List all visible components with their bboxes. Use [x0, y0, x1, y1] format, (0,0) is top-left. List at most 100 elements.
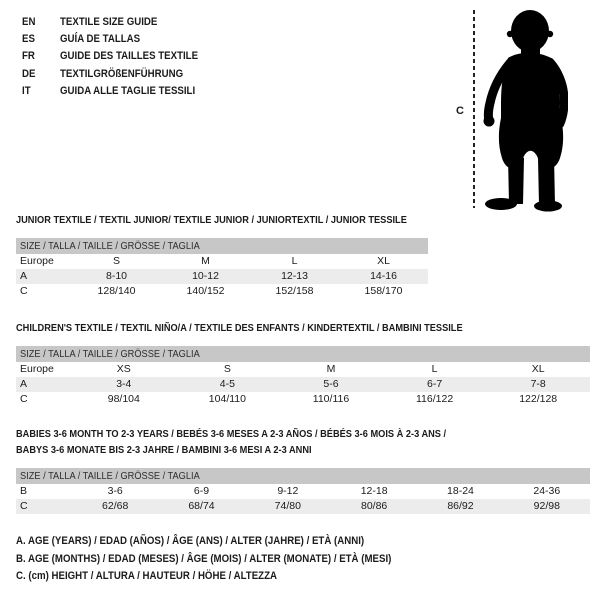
language-title: TEXTILGRÖßENFÜHRUNG	[60, 68, 200, 80]
table-row: C 128/140 140/152 152/158 158/170	[16, 284, 428, 299]
height-measure-dotted-line	[473, 10, 475, 208]
table-row: C 62/68 68/74 74/80 80/86 86/92 92/98	[16, 499, 590, 514]
table-rows: Europe S M L XL A 8-10 10-12 12-13 14-16 C 128/140 1…	[16, 254, 428, 299]
table-cell: 12-18	[360, 485, 388, 497]
table-cell: 116/122	[415, 393, 454, 405]
table-cell: 4-5	[219, 378, 235, 390]
table-row: A 3-4 4-5 5-6 6-7 7-8	[16, 377, 590, 392]
size-header-text: SIZE / TALLA / TAILLE / GRÖSSE / TAGLIA	[20, 470, 200, 482]
table-cell: 110/116	[312, 393, 350, 405]
language-title: GUIDA ALLE TAGLIE TESSILI	[60, 85, 214, 97]
language-code: EN	[22, 16, 60, 28]
table-cell: 9-12	[277, 485, 299, 497]
language-code: IT	[22, 85, 60, 97]
footnote-line: A. AGE (YEARS) / EDAD (AÑOS) / ÂGE (ANS)…	[16, 535, 365, 547]
section-title-line: BABIES 3-6 MONTH TO 2-3 YEARS / BEBÉS 3-…	[16, 428, 447, 440]
babies-size-table: SIZE / TALLA / TAILLE / GRÖSSE / TAGLIA …	[16, 468, 590, 514]
table-cell: 6-7	[426, 378, 443, 390]
table-cell: 158/170	[364, 285, 403, 297]
language-row: DE TEXTILGRÖßENFÜHRUNG	[22, 65, 217, 82]
section-childrens-textile: CHILDREN'S TEXTILE / TEXTIL NIÑO/A / TEX…	[16, 320, 590, 407]
row-label: C	[20, 500, 28, 512]
section-junior-textile: JUNIOR TEXTILE / TEXTIL JUNIOR/ TEXTILE …	[16, 212, 460, 299]
table-cell: 3-4	[116, 378, 132, 390]
footnote-line: B. AGE (MONTHS) / EDAD (MESES) / ÂGE (MO…	[16, 552, 392, 565]
table-row: B 3-6 6-9 9-12 12-18 18-24 24-36	[16, 484, 590, 499]
table-rows: B 3-6 6-9 9-12 12-18 18-24 24-36 C 62/68 68/74 74/…	[16, 484, 590, 514]
table-cell: 62/68	[102, 500, 129, 512]
language-title-text: GUIDA ALLE TAGLIE TESSILI	[60, 84, 196, 97]
table-cell: 8-10	[105, 270, 127, 282]
table-cell: 3-6	[107, 485, 123, 497]
language-code-text: IT	[22, 84, 31, 97]
language-title-text: TEXTILGRÖßENFÜHRUNG	[60, 67, 184, 80]
table-cell: 5-6	[323, 378, 339, 390]
row-label: C	[20, 285, 28, 297]
table-cell: 104/110	[208, 393, 246, 405]
language-code-text: DE	[22, 67, 36, 80]
table-cell: 80/86	[361, 500, 388, 512]
section-title-line: JUNIOR TEXTILE / TEXTIL JUNIOR/ TEXTILE …	[16, 214, 407, 226]
table-cell: 122/128	[519, 393, 558, 405]
table-cell: 24-36	[533, 485, 561, 497]
table-cell: 68/74	[188, 500, 215, 512]
table-cell: 152/158	[275, 285, 314, 297]
language-list: EN TEXTILE SIZE GUIDE ES GUÍA DE TALLAS FR GU…	[22, 13, 217, 99]
footnote-line: C. (cm) HEIGHT / ALTURA / HAUTEUR / HÖHE…	[16, 570, 278, 582]
table-row: A 8-10 10-12 12-13 14-16	[16, 269, 428, 284]
junior-size-table: SIZE / TALLA / TAILLE / GRÖSSE / TAGLIA …	[16, 238, 428, 299]
size-header-bar: SIZE / TALLA / TAILLE / GRÖSSE / TAGLIA	[16, 238, 428, 254]
language-row: ES GUÍA DE TALLAS	[22, 30, 217, 47]
height-measure-label: C	[456, 105, 464, 117]
table-cell: 7-8	[530, 378, 546, 390]
table-cell: M	[201, 255, 210, 267]
language-code: ES	[22, 33, 60, 45]
row-label: C	[20, 393, 28, 405]
language-title-text: GUÍA DE TALLAS	[60, 32, 141, 45]
table-cell: 14-16	[370, 270, 397, 282]
row-label: Europe	[20, 255, 54, 267]
row-label: Europe	[20, 363, 54, 375]
language-code-text: FR	[22, 50, 35, 63]
section-babies-textile: BABIES 3-6 MONTH TO 2-3 YEARS / BEBÉS 3-…	[16, 426, 590, 514]
childrens-size-table: SIZE / TALLA / TAILLE / GRÖSSE / TAGLIA …	[16, 346, 590, 407]
table-cell: 92/98	[533, 500, 560, 512]
size-header-bar: SIZE / TALLA / TAILLE / GRÖSSE / TAGLIA	[16, 346, 590, 362]
language-row: EN TEXTILE SIZE GUIDE	[22, 13, 217, 30]
row-label: B	[20, 485, 28, 497]
language-code-text: EN	[22, 15, 36, 28]
table-row: Europe XS S M L XL	[16, 362, 590, 377]
table-cell: S	[223, 363, 231, 375]
language-code-text: ES	[22, 32, 35, 45]
table-cell: 140/152	[186, 285, 225, 297]
table-cell: 10-12	[192, 270, 219, 282]
language-title: GUIDE DES TAILLES TEXTILE	[60, 50, 217, 62]
table-rows: Europe XS S M L XL A 3-4 4-5 5-6 6-7 7-8 C 98/104 104/…	[16, 362, 590, 407]
table-cell: L	[291, 255, 298, 267]
baby-silhouette-icon	[483, 10, 568, 212]
table-cell: 6-9	[193, 485, 210, 497]
size-header-text: SIZE / TALLA / TAILLE / GRÖSSE / TAGLIA	[20, 348, 200, 360]
section-title: BABIES 3-6 MONTH TO 2-3 YEARS / BEBÉS 3-…	[16, 426, 590, 458]
section-title: CHILDREN'S TEXTILE / TEXTIL NIÑO/A / TEX…	[16, 320, 590, 336]
table-cell: 98/104	[107, 393, 140, 405]
table-cell: XL	[377, 255, 390, 267]
language-code: DE	[22, 68, 60, 80]
section-title-line: CHILDREN'S TEXTILE / TEXTIL NIÑO/A / TEX…	[16, 322, 463, 334]
table-row: Europe S M L XL	[16, 254, 428, 269]
size-header-text: SIZE / TALLA / TAILLE / GRÖSSE / TAGLIA	[20, 240, 200, 252]
table-cell: M	[326, 363, 336, 375]
size-header-bar: SIZE / TALLA / TAILLE / GRÖSSE / TAGLIA	[16, 468, 590, 484]
table-cell: XL	[531, 363, 545, 375]
row-label: A	[20, 270, 28, 282]
language-title-text: GUIDE DES TAILLES TEXTILE	[60, 50, 199, 63]
language-title: GUÍA DE TALLAS	[60, 33, 151, 45]
table-cell: 86/92	[447, 500, 474, 512]
table-cell: XS	[116, 363, 131, 375]
table-cell: 128/140	[97, 285, 136, 297]
language-row: FR GUIDE DES TAILLES TEXTILE	[22, 48, 217, 65]
language-row: IT GUIDA ALLE TAGLIE TESSILI	[22, 82, 217, 99]
section-title: JUNIOR TEXTILE / TEXTIL JUNIOR/ TEXTILE …	[16, 212, 460, 228]
table-cell: L	[431, 363, 438, 375]
table-row: C 98/104 104/110 110/116 116/122 122/128	[16, 392, 590, 407]
